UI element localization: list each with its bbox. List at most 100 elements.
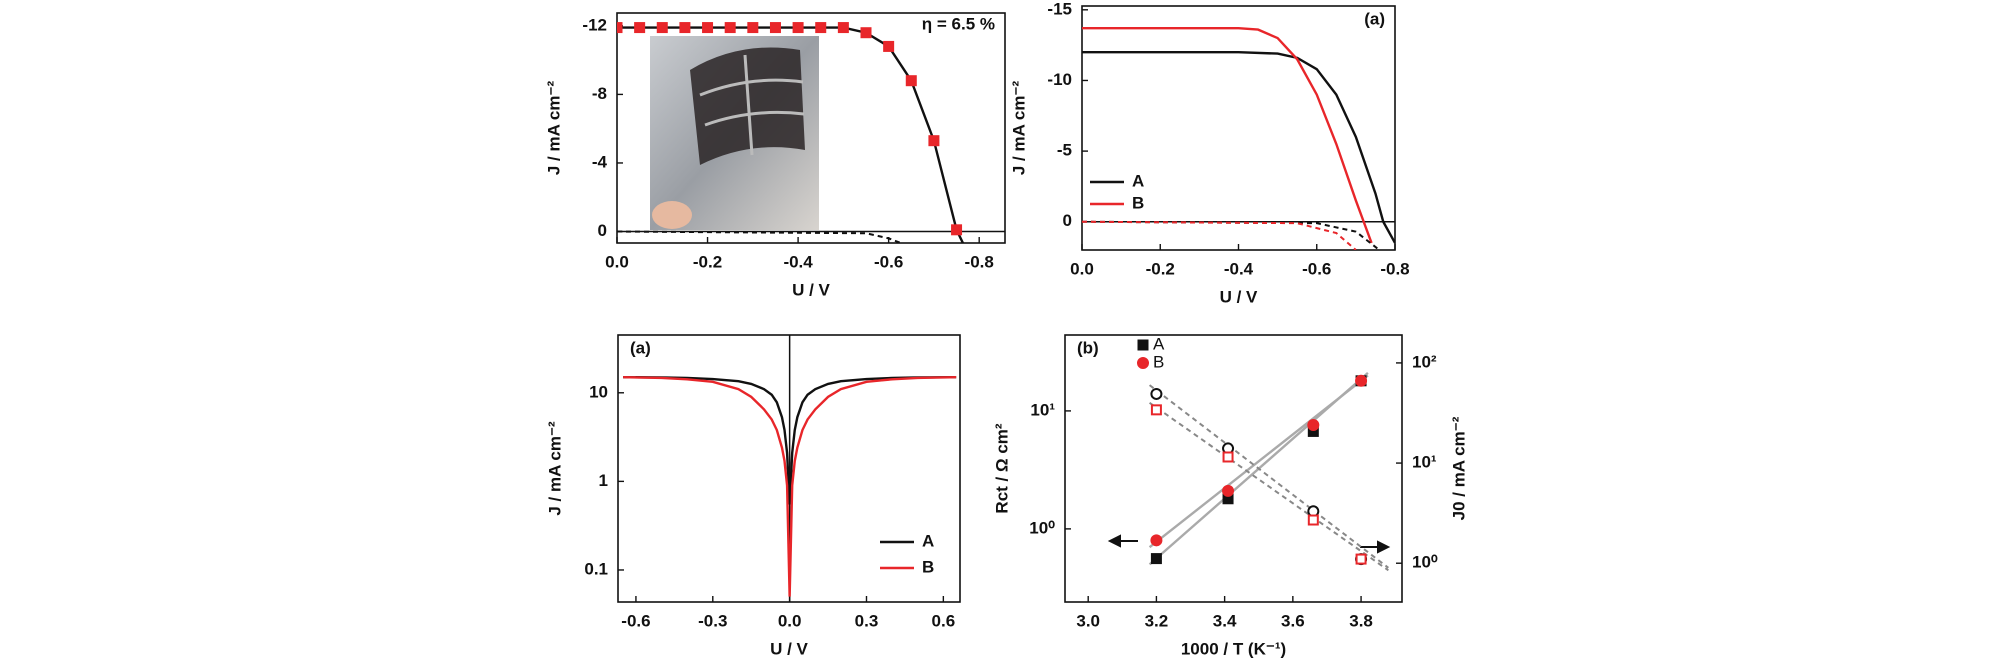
series-line [1082,220,1357,250]
legend-item: A [1090,171,1144,190]
data-point [928,135,940,147]
data-point [634,22,646,34]
data-point [1355,374,1368,387]
legend-swatch [1137,357,1149,369]
y-axis-label: J / mA cm⁻² [544,81,563,176]
x-tick-label: -0.2 [693,252,722,271]
legend-label: A [1153,334,1165,353]
data-point [1150,404,1162,416]
data-point [702,22,714,34]
y2-tick-label: 10¹ [1412,453,1437,472]
y-tick-label: 0.1 [584,559,608,578]
data-point [1307,514,1319,526]
plot-area [1148,371,1389,572]
x-tick-label: -0.4 [783,252,813,271]
plot-frame [1081,5,1396,251]
x-axis-label: 1000 / T (K⁻¹) [1181,639,1286,658]
x-tick-label: -0.8 [965,252,994,271]
series-line [623,375,957,597]
y-tick-label: -5 [1057,141,1072,160]
y-axis-label: J / mA cm⁻² [545,421,564,516]
legend-label: B [1132,193,1144,212]
data-point [617,22,623,34]
x-axis-label: U / V [1220,287,1258,306]
plot-area [623,335,957,602]
legend-item: A [1137,334,1165,353]
x-tick-label: -0.8 [1380,259,1409,278]
data-point [837,22,849,34]
series-line [1149,401,1389,572]
x-tick-label: 0.3 [855,611,879,630]
x-tick-label: -0.4 [1224,259,1254,278]
y2-axis-label: J0 / mA cm⁻² [1449,416,1468,520]
data-point [747,22,759,34]
legend-label: B [922,557,934,576]
series-line [1148,384,1389,569]
x-tick-label: -0.2 [1146,259,1175,278]
legend-label: A [922,531,934,550]
y-tick-label: -8 [592,84,607,103]
annotation: η = 6.5 % [922,14,995,33]
series-line [617,230,903,243]
legend-swatch [1137,339,1149,351]
y2-tick-label: 10² [1412,352,1437,371]
chart: -0.6 -0.3 0.0 0.3 0.6 0.1 1 10 U / V J / mA cm⁻² (… [545,334,961,658]
annotation: (b) [1077,338,1099,357]
plot-area [1082,26,1395,250]
series-line [1082,51,1395,244]
x-tick-label: 0.0 [1070,259,1094,278]
y-tick-label: 0 [1063,211,1072,230]
data-point [883,40,895,52]
data-point [1150,534,1163,547]
data-point [769,22,781,34]
inset-photo [650,36,819,230]
legend-label: A [1132,171,1144,190]
x-axis-label: U / V [770,639,808,658]
y-tick-label: 10¹ [1030,400,1055,419]
data-point [1222,451,1234,463]
y-tick-label: -4 [592,152,608,171]
legend-label: B [1153,352,1164,371]
x-tick-label: 3.2 [1145,611,1169,630]
x-tick-label: 0.6 [932,611,956,630]
arrows [1107,534,1391,554]
chart: 3.0 3.2 3.4 3.6 3.8 10⁰ 10¹ 10⁰ 10¹ 10² 1000 / T (… [992,334,1468,658]
data-point [1222,484,1235,497]
data-point [679,22,691,34]
data-point [951,224,963,236]
series-line [623,375,957,505]
legend-item: B [1090,193,1144,212]
data-point [815,22,827,34]
y-tick-label: 10⁰ [1029,518,1055,537]
legend-item: B [1137,352,1164,371]
data-point [860,27,872,39]
annotation: (a) [1364,9,1385,28]
series-line [617,26,965,243]
x-tick-label: 3.6 [1281,611,1305,630]
x-tick-label: 3.4 [1213,611,1237,630]
annotation: (a) [630,338,651,357]
series-line [1082,26,1373,244]
data-point [656,22,668,34]
data-point [1150,553,1162,565]
data-point [1307,418,1320,431]
series-line [1148,374,1369,549]
y-tick-label: 1 [599,471,608,490]
y-axis-label: Rct / Ω cm² [992,423,1011,513]
x-tick-label: 3.8 [1349,611,1373,630]
x-tick-label: -0.6 [874,252,903,271]
plot-frame [616,12,1006,244]
y-tick-label: 10 [589,382,608,401]
legend-item: B [880,557,934,576]
legend-item: A [880,531,934,550]
data-point [792,22,804,34]
x-tick-label: 0.0 [778,611,802,630]
y-tick-label: -12 [582,15,607,34]
chart: 0.0 -0.2 -0.4 -0.6 -0.8 -15 -10 -5 0 U / V J / mA … [1009,0,1409,306]
data-point [724,22,736,34]
plot-area [617,22,1005,243]
series-line [1082,220,1380,250]
y2-tick-label: 10⁰ [1412,553,1438,572]
data-point [1150,387,1163,400]
